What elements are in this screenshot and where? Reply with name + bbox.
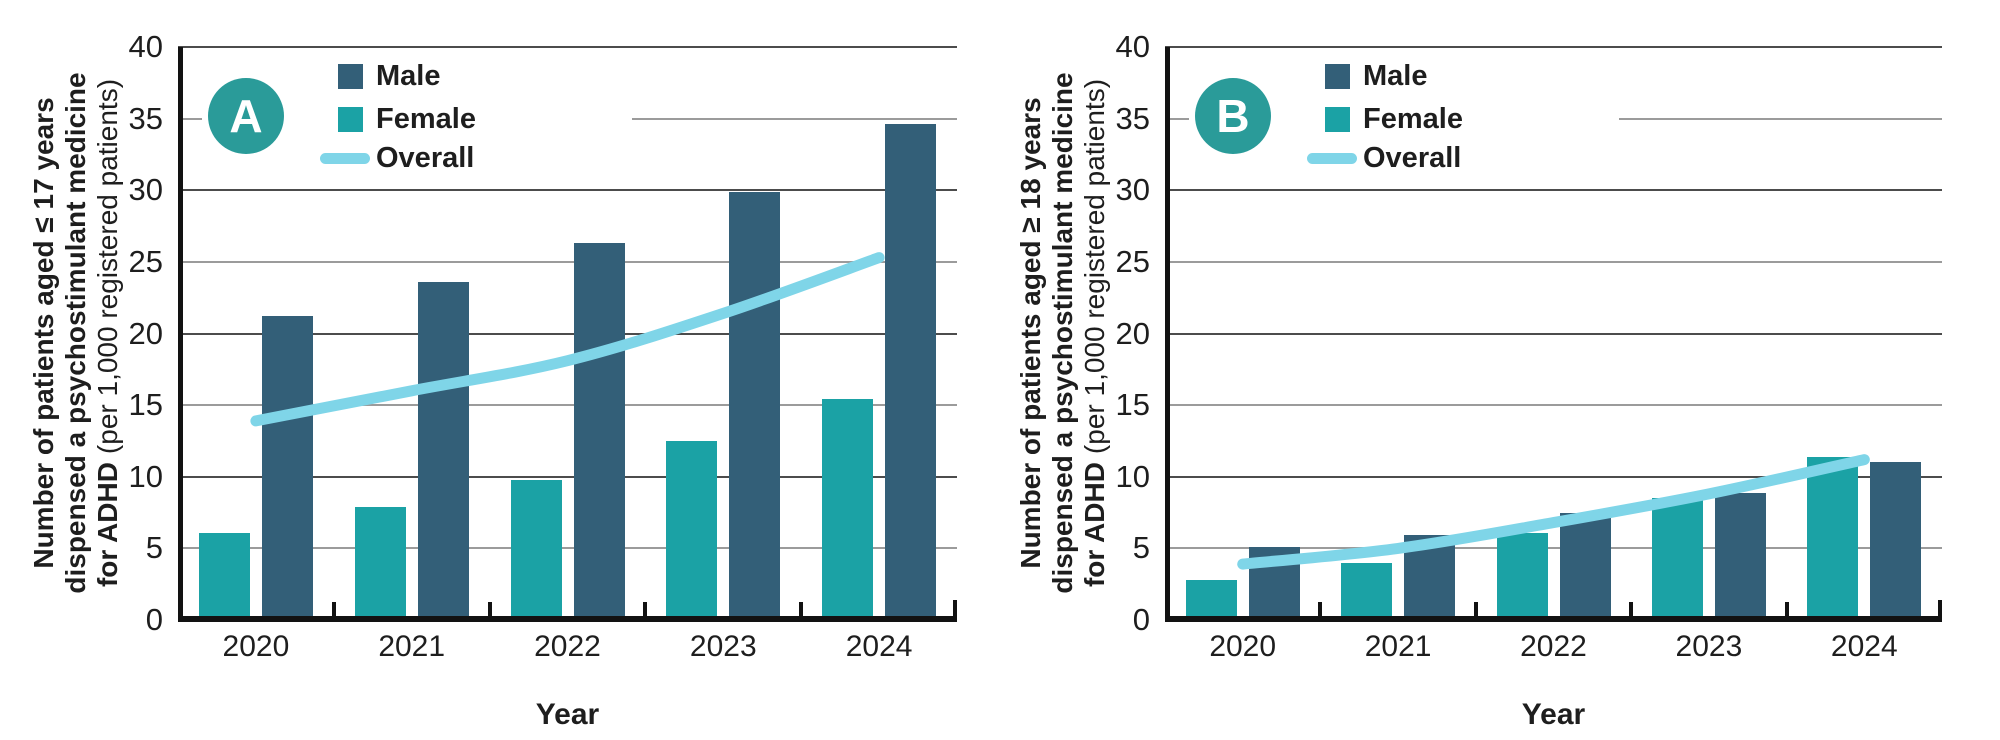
male-bar-2020-panel-a	[261, 316, 313, 620]
x-tick-label-2022-panel-a: 2022	[534, 630, 601, 663]
legend-label-overall-panel-a: Overall	[376, 142, 475, 174]
panel-label-circle-b: B	[1195, 78, 1271, 154]
female-bar-2021-panel-a	[354, 506, 406, 620]
y-tick-label-20-panel-a: 20	[128, 315, 163, 351]
gridline-y25-panel-b	[1165, 260, 1942, 263]
panel-label-circle-a: A	[208, 78, 284, 154]
y-axis-line-panel-a	[178, 47, 183, 622]
male-bar-2024-panel-b	[1870, 462, 1922, 620]
gridline-y25-panel-a	[178, 260, 957, 263]
legend-swatch-female-panel-b	[1325, 107, 1350, 132]
female-bar-2021-panel-b	[1341, 562, 1393, 620]
x-axis-title-panel-b: Year	[1521, 698, 1586, 731]
legend-swatch-male-panel-b	[1325, 64, 1350, 89]
legend-label-male-panel-a: Male	[376, 60, 441, 92]
x-tick-label-2023-panel-b: 2023	[1675, 630, 1743, 663]
y-tick-label-25-panel-a: 25	[128, 243, 163, 279]
y-tick-label-25-panel-b: 25	[1115, 243, 1150, 279]
x-tick-label-2023-panel-a: 2023	[689, 630, 757, 663]
legend-swatch-female-panel-a	[338, 107, 363, 132]
gridline-y40-panel-a	[178, 46, 957, 48]
y-tick-label-30-panel-a: 30	[128, 172, 163, 208]
male-bar-2022-panel-b	[1559, 512, 1611, 620]
female-bar-2022-panel-a	[510, 479, 562, 620]
overall-trend-path-panel-a	[250, 252, 885, 427]
x-axis-tick-panel-a	[643, 602, 648, 616]
y-tick-label-40-panel-a: 40	[128, 29, 163, 64]
legend-line-sample-overall-panel-b	[1307, 153, 1357, 164]
male-bar-2021-panel-a	[417, 281, 469, 620]
x-axis-tick-panel-a	[331, 602, 336, 616]
legend-label-female-panel-a: Female	[376, 103, 476, 135]
legend-line-sample-overall-panel-a	[320, 153, 370, 164]
y-tick-label-15-panel-b: 15	[1115, 387, 1150, 423]
gridline-y10-panel-a	[178, 475, 957, 478]
x-axis-tick-panel-a	[487, 602, 492, 616]
x-tick-label-2022-panel-b: 2022	[1520, 630, 1587, 663]
x-tick-label-2024-panel-b: 2024	[1830, 630, 1898, 663]
y-axis-line-panel-b	[1165, 47, 1170, 622]
y-tick-label-35-panel-a: 35	[128, 100, 163, 136]
x-axis-tick-panel-a	[799, 602, 804, 616]
x-axis-tick-panel-b	[1629, 602, 1634, 616]
y-tick-label-15-panel-a: 15	[128, 387, 163, 423]
male-bar-2023-panel-a	[729, 191, 781, 620]
y-tick-label-5-panel-a: 5	[145, 530, 163, 566]
female-bar-2020-panel-b	[1185, 579, 1237, 620]
y-tick-label-0-panel-a: 0	[145, 602, 163, 637]
y-tick-label-10-panel-b: 10	[1115, 458, 1150, 494]
legend-label-overall-panel-b: Overall	[1363, 142, 1462, 174]
legend-label-female-panel-b: Female	[1363, 103, 1463, 135]
y-tick-label-35-panel-b: 35	[1115, 100, 1150, 136]
y-tick-label-0-panel-b: 0	[1132, 602, 1150, 637]
male-bar-2021-panel-b	[1404, 535, 1456, 620]
male-bar-2024-panel-a	[885, 124, 937, 620]
y-tick-label-30-panel-b: 30	[1115, 172, 1150, 208]
x-axis-line-panel-a	[178, 616, 957, 622]
x-tick-label-2021-panel-b: 2021	[1364, 630, 1432, 663]
female-bar-2020-panel-a	[198, 532, 250, 620]
x-axis-end-cap-panel-b	[1938, 600, 1942, 616]
female-bar-2024-panel-a	[822, 399, 874, 620]
y-tick-label-40-panel-b: 40	[1115, 29, 1150, 64]
legend-label-male-panel-b: Male	[1363, 60, 1428, 92]
x-axis-end-cap-panel-a	[953, 600, 957, 616]
x-tick-label-2021-panel-a: 2021	[378, 630, 446, 663]
gridline-y20-panel-b	[1165, 332, 1942, 335]
y-tick-label-10-panel-a: 10	[128, 458, 163, 494]
x-axis-tick-panel-b	[1784, 602, 1789, 616]
male-bar-2023-panel-b	[1714, 492, 1766, 620]
female-bar-2022-panel-b	[1496, 532, 1548, 620]
legend-swatch-male-panel-a	[338, 64, 363, 89]
gridline-y15-panel-b	[1165, 404, 1942, 407]
gridline-y40-panel-b	[1165, 46, 1942, 48]
male-bar-2022-panel-a	[573, 243, 625, 620]
y-tick-label-5-panel-b: 5	[1132, 530, 1150, 566]
x-axis-tick-panel-b	[1318, 602, 1323, 616]
male-bar-2020-panel-b	[1248, 546, 1300, 620]
y-tick-label-20-panel-b: 20	[1115, 315, 1150, 351]
x-axis-line-panel-b	[1165, 616, 1942, 622]
x-axis-title-panel-a: Year	[535, 698, 600, 731]
x-axis-tick-panel-b	[1473, 602, 1478, 616]
female-bar-2024-panel-b	[1807, 456, 1859, 620]
female-bar-2023-panel-b	[1651, 498, 1703, 620]
female-bar-2023-panel-a	[666, 440, 718, 620]
gridline-y30-panel-b	[1165, 189, 1942, 192]
x-tick-label-2020-panel-b: 2020	[1209, 630, 1277, 663]
x-tick-label-2024-panel-a: 2024	[845, 630, 913, 663]
x-tick-label-2020-panel-a: 2020	[222, 630, 290, 663]
gridline-y5-panel-a	[178, 547, 957, 550]
gridline-y30-panel-a	[178, 189, 957, 192]
